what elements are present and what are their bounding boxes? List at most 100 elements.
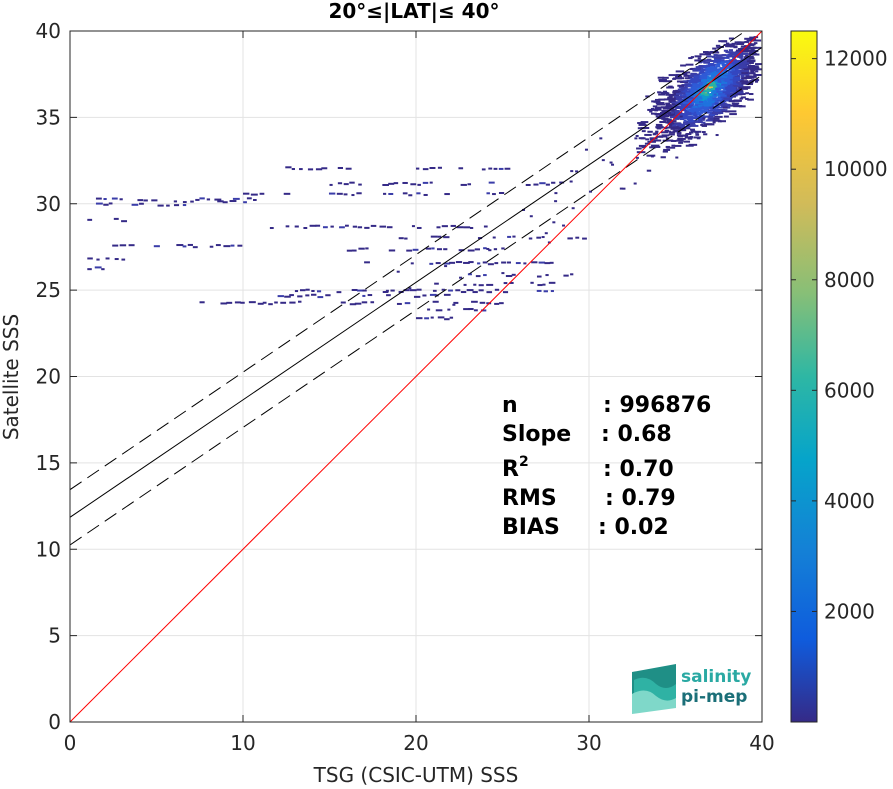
density-cell bbox=[732, 99, 741, 102]
density-cell bbox=[220, 302, 228, 305]
density-cell bbox=[746, 76, 755, 79]
density-cell bbox=[697, 97, 703, 100]
density-cell bbox=[478, 289, 484, 292]
density-cell bbox=[570, 273, 574, 276]
density-cell bbox=[638, 137, 645, 140]
density-cell bbox=[729, 61, 736, 64]
density-cell bbox=[740, 96, 746, 99]
density-cell bbox=[661, 92, 669, 95]
density-cell bbox=[121, 258, 126, 261]
density-cell bbox=[601, 159, 605, 162]
density-cell bbox=[732, 52, 740, 55]
x-tick-label: 0 bbox=[64, 731, 77, 755]
density-cell bbox=[473, 283, 477, 286]
density-cell bbox=[681, 105, 686, 108]
y-tick-label: 15 bbox=[36, 451, 61, 475]
density-cell bbox=[536, 289, 542, 292]
density-cell bbox=[700, 85, 705, 88]
density-cell bbox=[336, 291, 342, 294]
density-cell bbox=[730, 92, 734, 95]
density-cell bbox=[444, 265, 448, 268]
density-cell bbox=[694, 76, 699, 79]
density-cell bbox=[679, 115, 683, 118]
density-cell bbox=[436, 248, 442, 251]
density-cell bbox=[582, 237, 587, 240]
density-cell bbox=[567, 237, 573, 240]
density-cell bbox=[661, 131, 668, 134]
density-cell bbox=[706, 64, 715, 67]
density-cell bbox=[739, 64, 744, 67]
density-cell bbox=[744, 37, 751, 40]
density-cell bbox=[398, 237, 404, 240]
stat-label-slope: Slope bbox=[502, 422, 571, 447]
density-cell bbox=[667, 109, 675, 112]
density-cell bbox=[716, 90, 721, 93]
density-cell bbox=[716, 106, 722, 109]
density-cell bbox=[523, 262, 527, 265]
density-cell bbox=[733, 73, 738, 76]
density-cell bbox=[549, 261, 554, 264]
density-cell bbox=[672, 90, 681, 93]
density-cell bbox=[223, 245, 231, 248]
density-cell bbox=[396, 302, 402, 305]
density-cell bbox=[682, 71, 688, 74]
density-cell bbox=[232, 197, 240, 200]
density-cell bbox=[340, 301, 346, 304]
density-cell bbox=[139, 202, 144, 205]
density-cell bbox=[492, 236, 496, 239]
identity-line bbox=[70, 31, 762, 722]
stat-label-bias: BIAS bbox=[502, 515, 560, 540]
density-cell bbox=[672, 130, 681, 133]
density-cell bbox=[750, 68, 756, 71]
density-cell bbox=[455, 261, 463, 264]
density-cell bbox=[230, 244, 235, 247]
density-cell bbox=[739, 80, 747, 83]
density-cell bbox=[722, 54, 731, 57]
density-cell bbox=[725, 87, 731, 90]
density-cell bbox=[356, 192, 362, 195]
density-cell bbox=[429, 262, 434, 265]
density-cell bbox=[673, 77, 682, 80]
density-cell bbox=[698, 74, 704, 77]
density-cell bbox=[663, 148, 671, 151]
density-cell bbox=[705, 67, 712, 70]
y-tick-label: 5 bbox=[48, 624, 61, 648]
density-cell bbox=[717, 77, 722, 80]
density-cell bbox=[731, 78, 740, 81]
stat-label-rms: RMS bbox=[502, 486, 557, 511]
density-cell bbox=[736, 90, 744, 93]
density-cell bbox=[736, 70, 741, 73]
density-cell bbox=[676, 95, 683, 98]
density-cell bbox=[686, 94, 693, 97]
density-cell bbox=[677, 84, 685, 87]
density-cell bbox=[651, 100, 656, 103]
density-cell bbox=[511, 273, 516, 276]
density-cell bbox=[488, 167, 493, 170]
density-cell bbox=[554, 200, 558, 203]
density-cell bbox=[700, 103, 709, 106]
density-cell bbox=[649, 137, 658, 140]
density-cell bbox=[370, 224, 377, 227]
density-cell bbox=[709, 59, 714, 62]
density-cell bbox=[747, 72, 756, 75]
density-cell bbox=[494, 262, 499, 265]
density-cell bbox=[666, 146, 676, 149]
density-cell bbox=[343, 193, 348, 196]
stat-label-r: R bbox=[502, 457, 519, 482]
density-cell bbox=[684, 136, 690, 139]
density-cell bbox=[701, 121, 706, 124]
density-cell bbox=[709, 113, 715, 116]
density-cell bbox=[680, 64, 687, 67]
density-cell bbox=[543, 290, 548, 293]
density-cell bbox=[711, 91, 720, 94]
density-cell bbox=[655, 130, 659, 133]
density-cell bbox=[705, 95, 710, 98]
density-cell bbox=[449, 261, 456, 264]
density-cell bbox=[683, 74, 690, 77]
density-cell bbox=[635, 156, 639, 159]
density-cell bbox=[248, 301, 256, 304]
density-cell bbox=[658, 135, 668, 138]
density-cell bbox=[515, 262, 521, 265]
density-cell bbox=[707, 109, 712, 112]
density-cell bbox=[674, 102, 680, 105]
